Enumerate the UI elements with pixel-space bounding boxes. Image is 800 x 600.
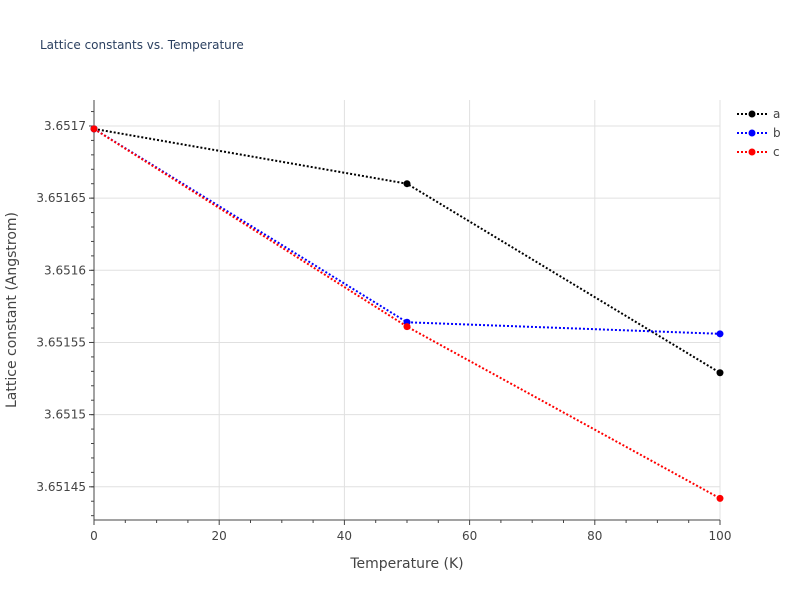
y-tick-label: 3.65155 xyxy=(36,335,86,349)
legend-item-a[interactable]: a xyxy=(737,107,780,121)
plot-series xyxy=(90,125,724,502)
data-point-b[interactable] xyxy=(716,330,724,338)
data-point-c[interactable] xyxy=(716,494,724,502)
y-tick-label: 3.6516 xyxy=(44,263,86,277)
legend-label: b xyxy=(773,126,781,140)
legend-swatch-marker xyxy=(748,110,756,118)
legend-label: a xyxy=(773,107,780,121)
data-point-c[interactable] xyxy=(403,323,411,331)
x-axis-title: Temperature (K) xyxy=(349,556,463,572)
legend[interactable]: abc xyxy=(737,107,781,159)
x-tick-label: 40 xyxy=(337,529,352,543)
series-line-a xyxy=(93,127,721,374)
data-point-c[interactable] xyxy=(90,125,98,133)
axes xyxy=(93,100,720,521)
data-point-a[interactable] xyxy=(716,369,724,377)
legend-swatch-marker xyxy=(748,129,756,137)
y-tick-label: 3.6517 xyxy=(44,119,86,133)
series-line-c xyxy=(93,128,721,500)
data-point-a[interactable] xyxy=(403,180,411,188)
chart-title: Lattice constants vs. Temperature xyxy=(40,38,244,52)
legend-item-b[interactable]: b xyxy=(737,126,781,140)
legend-swatch-marker xyxy=(748,148,756,156)
y-axis-title: Lattice constant (Angstrom) xyxy=(4,212,20,408)
y-tick-label: 3.6515 xyxy=(44,408,86,422)
x-tick-label: 0 xyxy=(90,529,98,543)
series-line-b xyxy=(93,128,721,335)
x-tick-label: 100 xyxy=(709,529,732,543)
legend-item-c[interactable]: c xyxy=(737,145,780,159)
grid-lines xyxy=(94,100,721,520)
y-tick-label: 3.65145 xyxy=(36,480,86,494)
ticks: 0 20 40 60 80 100 3.65145 3.6515 3.65155 3.6516 3.… xyxy=(36,111,732,543)
x-tick-label: 80 xyxy=(587,529,602,543)
legend-label: c xyxy=(773,145,780,159)
y-tick-label: 3.65165 xyxy=(36,191,86,205)
x-tick-label: 60 xyxy=(462,529,477,543)
x-tick-label: 20 xyxy=(212,529,227,543)
